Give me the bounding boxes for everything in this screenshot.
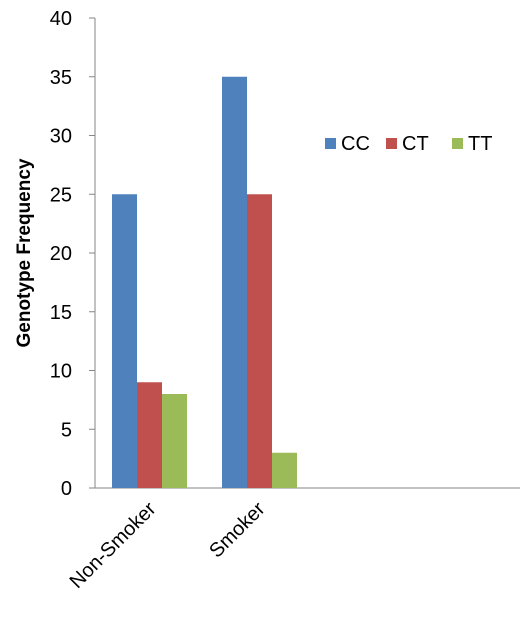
legend-label-ct: CT: [402, 133, 429, 155]
legend-swatch-tt: [452, 138, 463, 149]
bar-ct-non-smoker: [137, 382, 162, 488]
legend-label-cc: CC: [341, 133, 370, 155]
y-tick-label: 40: [50, 8, 72, 30]
y-tick-label: 20: [50, 243, 72, 265]
y-tick-label: 10: [50, 361, 72, 383]
y-tick-label: 35: [50, 67, 72, 89]
bar-cc-smoker: [222, 76, 247, 488]
legend-swatch-cc: [325, 138, 336, 149]
y-tick-label: 5: [61, 419, 72, 441]
x-tick-label: Smoker: [205, 498, 270, 563]
bar-tt-smoker: [272, 452, 297, 488]
y-axis-ticks: 0 5 10 15 20 25 30 35 40: [50, 8, 95, 500]
y-tick-label: 15: [50, 302, 72, 324]
y-tick-label: 25: [50, 184, 72, 206]
x-tick-label: Non-Smoker: [66, 498, 161, 593]
bars-group: [112, 76, 297, 488]
legend-label-tt: TT: [468, 133, 492, 155]
x-axis-labels: Non-Smoker Smoker: [66, 498, 270, 593]
bar-cc-non-smoker: [112, 194, 137, 488]
legend-swatch-ct: [386, 138, 397, 149]
y-tick-label: 30: [50, 126, 72, 148]
y-tick-label: 0: [61, 478, 72, 500]
y-axis-title: Genotype Frequency: [14, 158, 35, 347]
bar-tt-non-smoker: [162, 394, 187, 488]
legend: CC CT TT: [325, 133, 492, 155]
bar-ct-smoker: [247, 194, 272, 488]
